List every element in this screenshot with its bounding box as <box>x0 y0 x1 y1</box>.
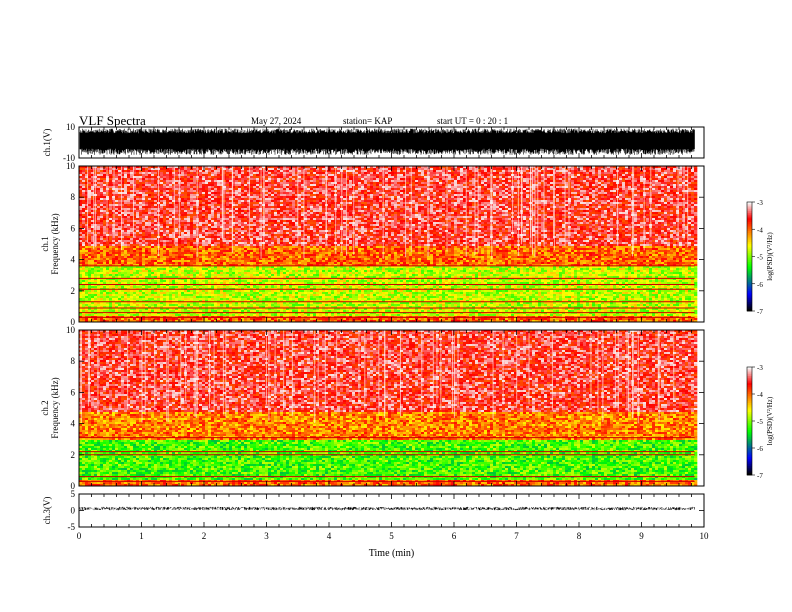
colorbar-tick-label: -7 <box>757 308 763 316</box>
y-tick-label: 8 <box>71 192 76 202</box>
y-tick-label: 2 <box>71 286 76 296</box>
ch1-spectrogram-cells <box>79 166 697 322</box>
x-tick-label: 8 <box>577 531 582 541</box>
x-tick-label: 6 <box>452 531 457 541</box>
x-axis-label: Time (min) <box>369 548 414 559</box>
x-tick-label: 5 <box>389 531 394 541</box>
colorbar-tick-label: -6 <box>757 281 763 289</box>
y-tick-label: 6 <box>71 223 76 233</box>
ch1-spectrogram-ylabel: Frequency (kHz) <box>50 213 60 274</box>
y-tick-label: 2 <box>71 450 76 460</box>
y-tick-label: 10 <box>66 122 76 132</box>
ch1-spectrogram-ylabel-channel: ch.1 <box>40 236 50 251</box>
y-tick-label: 6 <box>71 387 76 397</box>
ch2-spectrogram-ylabel-channel: ch.2 <box>40 400 50 415</box>
colorbar-tick-label: -7 <box>757 472 763 480</box>
y-tick-label: 4 <box>71 255 76 265</box>
ch2-spectrogram-ylabel: Frequency (kHz) <box>50 377 60 438</box>
x-tick-label: 10 <box>700 531 710 541</box>
y-tick-label: -5 <box>68 522 76 532</box>
ch3-waveform-ylabel: ch.3(V) <box>42 497 52 525</box>
colorbar-tick-label: -5 <box>757 254 763 262</box>
ch2-spectrogram-colorbar-label: log(PSD)(V²/Hz) <box>766 396 774 445</box>
x-tick-label: 2 <box>202 531 207 541</box>
x-tick-label: 3 <box>264 531 269 541</box>
ch1-waveform-trace <box>80 129 695 155</box>
ch1-spectrogram-colorbar-label: log(PSD)(V²/Hz) <box>766 232 774 281</box>
colorbar-tick-label: -3 <box>757 364 763 372</box>
y-tick-label: 4 <box>71 419 76 429</box>
ch3-waveform-xticks <box>79 494 704 527</box>
x-tick-label: 7 <box>514 531 519 541</box>
y-tick-label: 0 <box>71 506 76 516</box>
ch3-waveform-trace <box>80 507 695 510</box>
x-tick-label: 1 <box>139 531 144 541</box>
x-tick-label: 4 <box>327 531 332 541</box>
colorbar-tick-label: -6 <box>757 445 763 453</box>
ch1-spectrogram-colorbar <box>747 202 752 311</box>
y-tick-label: 10 <box>66 325 76 335</box>
colorbar-tick-label: -4 <box>757 391 763 399</box>
colorbar-tick-label: -3 <box>757 199 763 207</box>
ch2-spectrogram-cells <box>79 330 697 486</box>
y-tick-label: 5 <box>71 489 76 499</box>
colorbar-tick-label: -5 <box>757 418 763 426</box>
x-tick-label: 9 <box>639 531 644 541</box>
x-tick-label: 0 <box>77 531 82 541</box>
ch2-spectrogram-colorbar <box>747 367 752 475</box>
colorbar-tick-label: -4 <box>757 226 763 234</box>
y-tick-label: 8 <box>71 356 76 366</box>
y-tick-label: 10 <box>66 161 76 171</box>
ch1-waveform-ylabel: ch.1(V) <box>42 129 52 157</box>
